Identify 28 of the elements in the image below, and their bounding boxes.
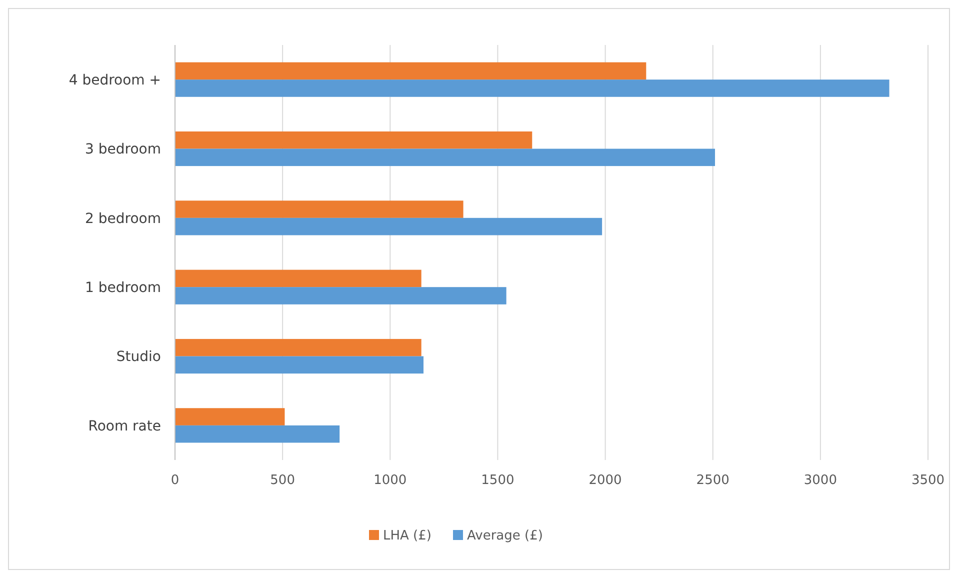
bar [175, 62, 646, 80]
legend-label: Average (£) [467, 528, 543, 544]
y-tick-label: Room rate [88, 418, 161, 434]
x-tick-label: 3500 [911, 473, 945, 488]
bar [175, 287, 506, 304]
x-tick-label: 1000 [374, 473, 407, 488]
bar [175, 408, 285, 426]
legend-label: LHA (£) [383, 528, 432, 544]
x-tick-label: 0 [170, 473, 180, 488]
bar [175, 148, 716, 166]
x-tick-label: 1500 [481, 473, 514, 488]
bar [175, 80, 890, 97]
bar [175, 200, 464, 218]
x-tick-label: 2000 [588, 473, 622, 488]
bar [175, 218, 602, 236]
y-tick-label: 4 bedroom + [68, 72, 161, 88]
y-tick-label: 1 bedroom [85, 280, 161, 296]
x-tick-label: 500 [270, 473, 295, 488]
bar [175, 338, 422, 356]
y-tick-label: Studio [116, 349, 161, 366]
y-tick-label: 3 bedroom [85, 142, 161, 158]
bar [175, 425, 340, 443]
x-tick-label: 2500 [696, 473, 730, 488]
bar [175, 356, 424, 374]
bar [175, 270, 422, 288]
bar [175, 131, 532, 149]
x-tick-label: 3000 [804, 473, 837, 488]
y-tick-label: 2 bedroom [85, 210, 161, 227]
